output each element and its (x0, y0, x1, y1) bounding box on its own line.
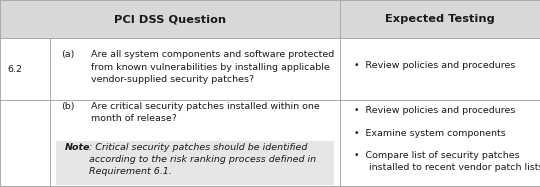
Bar (56, 141, 334, 185)
Text: 6.2: 6.2 (8, 65, 23, 73)
Text: •  Examine system components: • Examine system components (354, 129, 506, 138)
Text: Expected Testing: Expected Testing (385, 14, 495, 24)
Text: (b): (b) (62, 102, 75, 111)
Text: •  Review policies and procedures: • Review policies and procedures (354, 61, 515, 70)
Text: Are critical security patches installed within one
month of release?: Are critical security patches installed … (91, 102, 319, 123)
Text: •  Compare list of security patches
     installed to recent vendor patch lists: • Compare list of security patches insta… (354, 151, 540, 172)
Text: PCI DSS Question: PCI DSS Question (114, 14, 226, 24)
Text: Are all system components and software protected
from known vulnerabilities by i: Are all system components and software p… (91, 50, 334, 84)
Text: (a): (a) (62, 50, 75, 59)
Text: : Critical security patches should be identified
according to the risk ranking p: : Critical security patches should be id… (89, 143, 316, 176)
Text: Note: Note (64, 143, 90, 152)
Text: •  Review policies and procedures: • Review policies and procedures (354, 106, 515, 115)
